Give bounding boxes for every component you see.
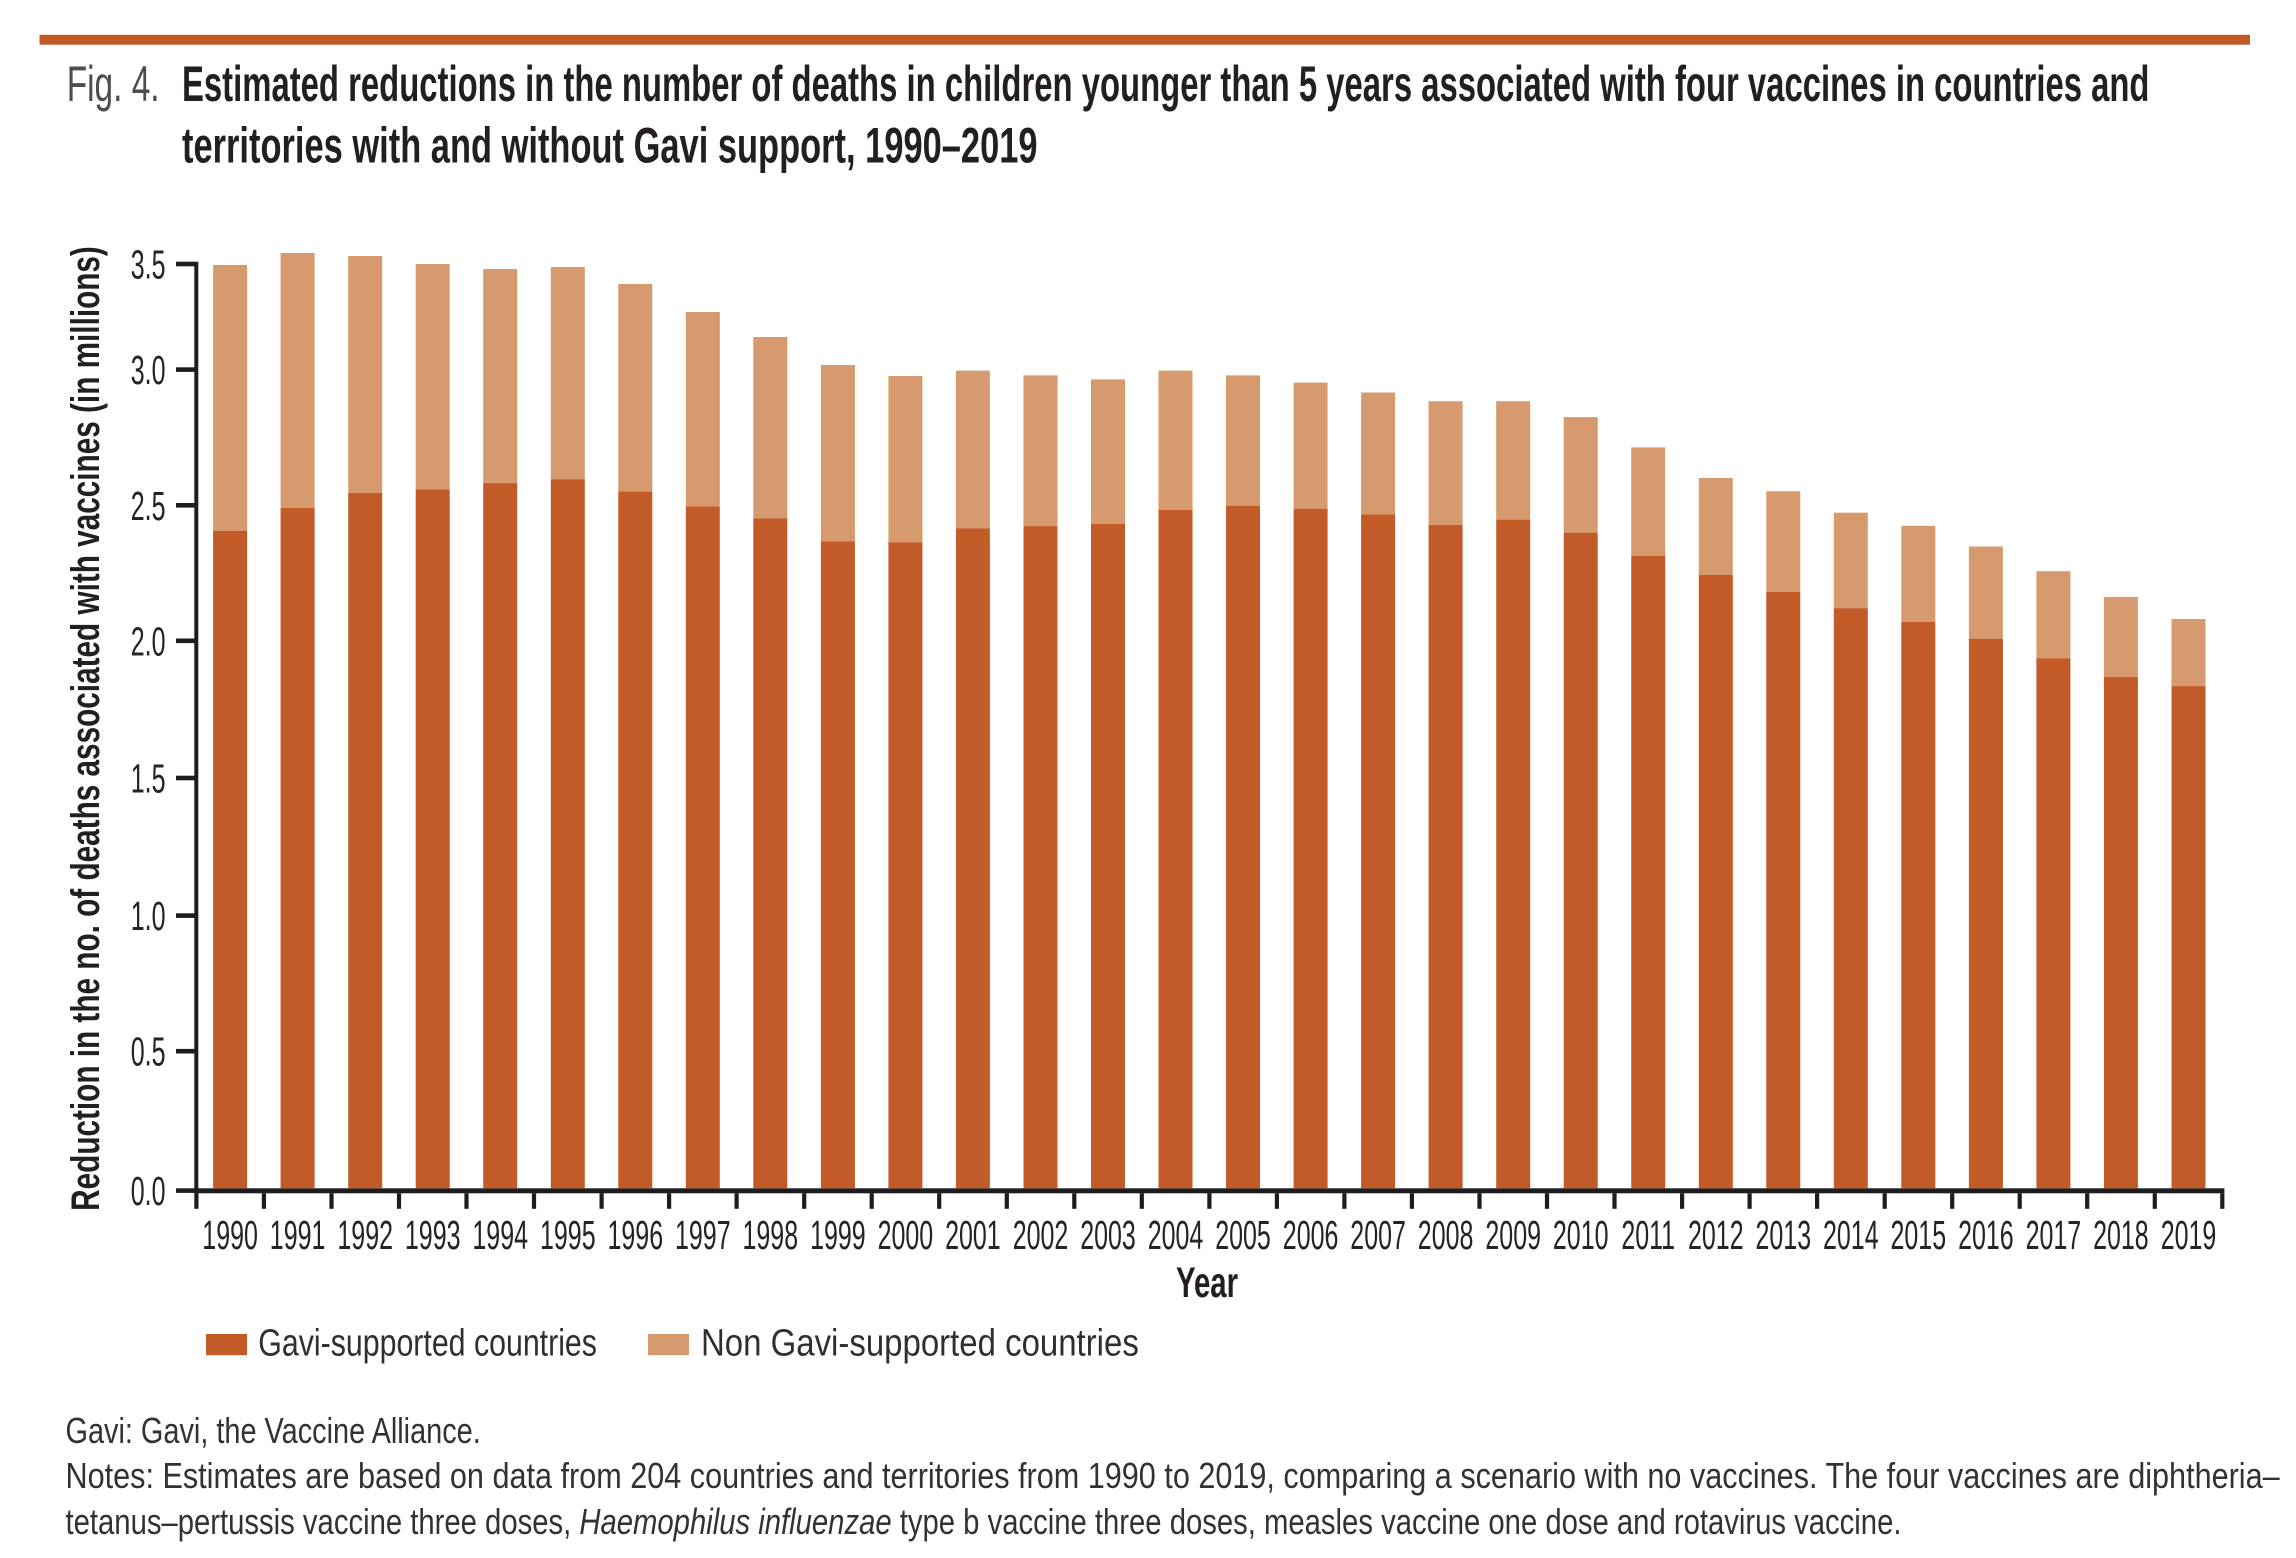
svg-text:Notes: Estimates are based on: Notes: Estimates are based on data from … bbox=[66, 1457, 2281, 1497]
svg-text:2003: 2003 bbox=[1080, 1213, 1136, 1259]
svg-text:2015: 2015 bbox=[1890, 1213, 1946, 1259]
svg-text:2008: 2008 bbox=[1418, 1213, 1474, 1259]
svg-text:2018: 2018 bbox=[2093, 1213, 2149, 1259]
svg-text:1993: 1993 bbox=[405, 1213, 461, 1259]
svg-text:1991: 1991 bbox=[270, 1213, 326, 1259]
svg-text:territories with and without G: territories with and without Gavi suppor… bbox=[182, 118, 1038, 174]
svg-text:2012: 2012 bbox=[1688, 1213, 1744, 1259]
svg-text:tetanus–pertussis vaccine thre: tetanus–pertussis vaccine three doses, H… bbox=[66, 1501, 1902, 1542]
svg-text:2.5: 2.5 bbox=[131, 484, 166, 530]
svg-text:1996: 1996 bbox=[607, 1213, 663, 1259]
svg-text:2011: 2011 bbox=[1621, 1213, 1675, 1259]
svg-text:1994: 1994 bbox=[472, 1213, 528, 1259]
svg-text:1997: 1997 bbox=[675, 1213, 731, 1259]
svg-text:1992: 1992 bbox=[337, 1213, 393, 1259]
svg-text:2019: 2019 bbox=[2161, 1213, 2217, 1259]
svg-text:2.0: 2.0 bbox=[131, 619, 166, 665]
svg-text:Reduction in the no. of deaths: Reduction in the no. of deaths associate… bbox=[64, 246, 108, 1211]
svg-text:2017: 2017 bbox=[2026, 1213, 2082, 1259]
svg-text:Non Gavi-supported countries: Non Gavi-supported countries bbox=[701, 1322, 1139, 1365]
svg-text:1999: 1999 bbox=[810, 1213, 866, 1259]
svg-text:3.5: 3.5 bbox=[131, 242, 166, 288]
svg-text:2000: 2000 bbox=[878, 1213, 934, 1259]
svg-text:2013: 2013 bbox=[1755, 1213, 1811, 1259]
svg-text:2005: 2005 bbox=[1215, 1213, 1271, 1259]
svg-text:1.5: 1.5 bbox=[131, 756, 166, 802]
svg-text:2002: 2002 bbox=[1013, 1213, 1069, 1259]
svg-text:1995: 1995 bbox=[540, 1213, 596, 1259]
svg-text:2010: 2010 bbox=[1553, 1213, 1609, 1259]
svg-text:3.0: 3.0 bbox=[131, 348, 166, 394]
svg-text:2007: 2007 bbox=[1350, 1213, 1406, 1259]
svg-text:2001: 2001 bbox=[945, 1213, 1001, 1259]
svg-text:2006: 2006 bbox=[1283, 1213, 1339, 1259]
svg-text:Fig. 4.: Fig. 4. bbox=[67, 58, 160, 113]
svg-text:0.5: 0.5 bbox=[131, 1029, 166, 1075]
svg-text:1998: 1998 bbox=[742, 1213, 798, 1259]
svg-text:2009: 2009 bbox=[1485, 1213, 1541, 1259]
svg-text:2016: 2016 bbox=[1958, 1213, 2014, 1259]
svg-text:1990: 1990 bbox=[202, 1213, 258, 1259]
svg-text:Estimated reductions in the nu: Estimated reductions in the number of de… bbox=[182, 56, 2150, 112]
svg-text:Year: Year bbox=[1176, 1259, 1238, 1307]
svg-text:0.0: 0.0 bbox=[131, 1169, 166, 1215]
svg-text:2014: 2014 bbox=[1823, 1213, 1879, 1259]
svg-text:2004: 2004 bbox=[1148, 1213, 1204, 1259]
svg-text:Gavi: Gavi, the Vaccine Allian: Gavi: Gavi, the Vaccine Alliance. bbox=[66, 1410, 481, 1451]
svg-text:1.0: 1.0 bbox=[131, 894, 166, 940]
svg-text:Gavi-supported countries: Gavi-supported countries bbox=[258, 1323, 597, 1365]
